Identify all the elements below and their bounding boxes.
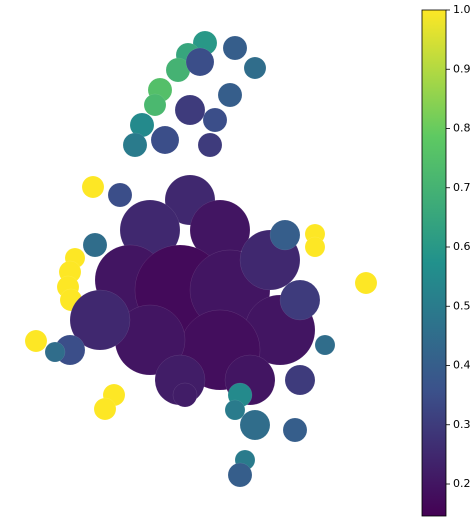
region: [174, 94, 206, 126]
region: [314, 334, 336, 356]
colorbar-tick-label: 0.7: [453, 181, 471, 194]
region: [150, 125, 180, 155]
region: [269, 219, 301, 251]
regions: [24, 30, 378, 488]
colorbar-tick-label: 0.6: [453, 240, 471, 253]
region: [24, 329, 48, 353]
colorbar: [421, 9, 447, 517]
region: [224, 399, 246, 421]
region: [243, 56, 267, 80]
region: [354, 271, 378, 295]
region: [222, 35, 248, 61]
region: [197, 132, 223, 158]
colorbar-axis: 0.2 0.3 0.4 0.5 0.6 0.7 0.8 0.9 1.0: [446, 3, 471, 490]
region: [284, 364, 316, 396]
colorbar-tick-label: 0.2: [453, 477, 471, 490]
colorbar-tick-label: 0.3: [453, 418, 471, 431]
region: [282, 417, 308, 443]
region: [227, 462, 253, 488]
region: [122, 132, 148, 158]
region: [82, 232, 108, 258]
region: [239, 409, 271, 441]
region: [81, 175, 105, 199]
region: [279, 279, 321, 321]
region: [185, 47, 215, 77]
region: [217, 82, 243, 108]
region: [107, 182, 133, 208]
region: [304, 236, 326, 258]
region: [172, 382, 198, 408]
colorbar-tick-label: 0.4: [453, 359, 471, 372]
region: [69, 289, 131, 351]
region: [202, 107, 228, 133]
region: [143, 93, 167, 117]
region: [44, 341, 66, 363]
colorbar-tick-label: 0.9: [453, 62, 471, 75]
region: [93, 397, 117, 421]
colorbar-tick-label: 1.0: [453, 3, 471, 16]
colorbar-tick-label: 0.5: [453, 299, 471, 312]
colorbar-tick-label: 0.8: [453, 122, 471, 135]
